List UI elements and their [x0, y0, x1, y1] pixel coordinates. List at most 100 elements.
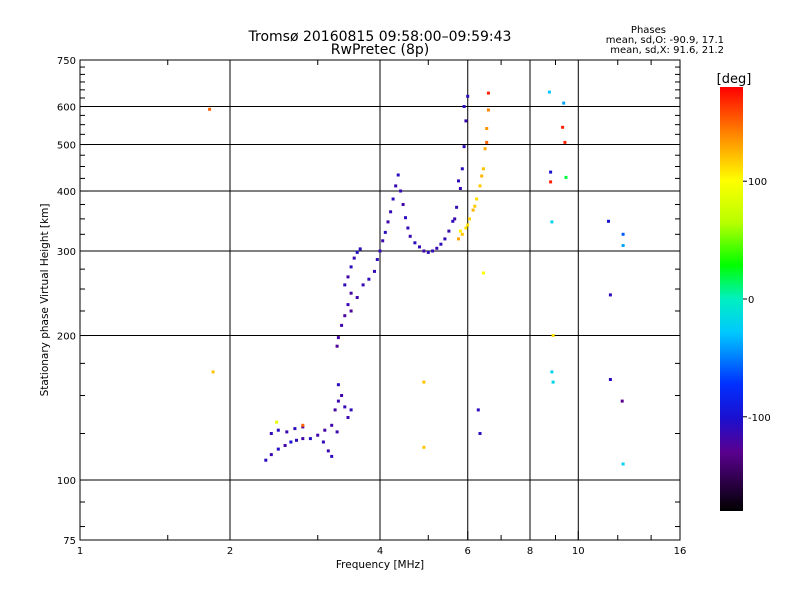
- data-point: [447, 229, 451, 233]
- data-point: [439, 242, 443, 246]
- data-point: [349, 309, 353, 313]
- data-point: [340, 323, 344, 327]
- y-tick-label: 750: [57, 56, 76, 67]
- data-point: [468, 217, 471, 221]
- data-point: [343, 314, 347, 318]
- data-point: [335, 430, 339, 434]
- data-point: [308, 437, 312, 441]
- data-point: [343, 283, 347, 287]
- data-point: [289, 440, 293, 444]
- x-tick-label: 2: [227, 546, 233, 557]
- data-point: [485, 140, 489, 144]
- x-tick-label: 4: [377, 546, 383, 557]
- y-tick-label: 100: [57, 476, 76, 487]
- data-point: [458, 229, 462, 233]
- data-point: [389, 210, 393, 214]
- data-point: [367, 277, 371, 281]
- x-tick-label: 10: [572, 546, 585, 557]
- data-point: [269, 432, 273, 435]
- data-point: [336, 336, 340, 340]
- stats-heading: Phases: [631, 25, 666, 36]
- data-point: [478, 432, 482, 435]
- data-point: [413, 241, 417, 245]
- data-point: [293, 427, 297, 431]
- stats-line-o: mean, sd,O: -90.9, 17.1: [606, 35, 724, 46]
- data-point: [481, 271, 485, 275]
- data-point: [608, 378, 612, 381]
- data-point: [464, 226, 468, 230]
- data-point: [349, 408, 353, 412]
- data-point: [481, 167, 485, 171]
- stats-line-x: mean, sd,X: 91.6, 21.2: [610, 45, 724, 56]
- data-point: [283, 444, 287, 447]
- data-point: [333, 408, 337, 412]
- data-point: [336, 383, 340, 387]
- y-tick-label: 300: [57, 247, 76, 258]
- data-point: [285, 430, 289, 434]
- data-point: [621, 462, 625, 466]
- data-point: [486, 91, 490, 95]
- data-point: [386, 220, 390, 224]
- data-point: [457, 179, 460, 183]
- x-axis: 1 2 4 6 8 10 16: [77, 60, 687, 557]
- data-point: [563, 140, 567, 144]
- data-point: [383, 230, 387, 234]
- data-point: [462, 105, 466, 108]
- data-point: [301, 437, 305, 441]
- data-point: [418, 245, 421, 249]
- colorbar-ticks: 100 0 -100: [743, 177, 771, 424]
- data-point: [466, 223, 470, 227]
- data-point: [549, 170, 553, 174]
- data-point: [406, 226, 410, 230]
- data-point: [443, 237, 447, 241]
- chart-title: Tromsø 20160815 09:58:00–09:59:43: [248, 29, 512, 45]
- data-point: [394, 184, 398, 188]
- data-point: [375, 258, 379, 261]
- data-point: [301, 425, 305, 429]
- data-point: [381, 239, 385, 243]
- data-point: [399, 189, 403, 193]
- colorbar: [720, 87, 743, 511]
- data-point: [323, 428, 327, 432]
- data-point: [462, 145, 466, 149]
- data-point: [340, 394, 344, 397]
- x-tick-label: 1: [77, 546, 83, 557]
- data-point: [549, 180, 553, 184]
- x-tick-label: 8: [527, 546, 533, 557]
- x-tick-label: 16: [674, 546, 687, 557]
- chart-subtitle: RwPretec (8p): [331, 42, 429, 58]
- data-point: [276, 428, 280, 432]
- colorbar-tick-label: 100: [748, 177, 767, 188]
- data-point: [352, 256, 356, 260]
- x-axis-title: Frequency [MHz]: [336, 559, 424, 571]
- data-point: [455, 205, 459, 209]
- data-point: [561, 125, 565, 129]
- data-point: [422, 380, 426, 384]
- y-tick-label: 500: [57, 141, 76, 152]
- data-point: [330, 454, 334, 458]
- data-point: [453, 217, 457, 221]
- data-point: [275, 420, 279, 424]
- data-point: [422, 445, 426, 449]
- y-axis: 75 100 200 300 400 500 600 750: [57, 56, 680, 547]
- y-tick-label: 75: [63, 536, 76, 547]
- data-point: [458, 187, 462, 190]
- data-point: [621, 232, 625, 236]
- data-point: [431, 249, 435, 253]
- data-point: [349, 265, 353, 269]
- data-point: [476, 408, 480, 412]
- data-point: [550, 220, 554, 224]
- data-point: [208, 107, 212, 111]
- data-point: [422, 249, 426, 253]
- data-point: [486, 108, 490, 112]
- colorbar-tick-label: -100: [748, 413, 771, 424]
- data-point: [355, 296, 359, 299]
- data-point: [346, 275, 350, 279]
- data-point: [404, 216, 407, 220]
- data-point: [373, 269, 376, 273]
- data-point: [471, 208, 475, 212]
- data-point: [330, 423, 334, 427]
- data-point: [485, 127, 489, 130]
- data-point: [269, 453, 273, 457]
